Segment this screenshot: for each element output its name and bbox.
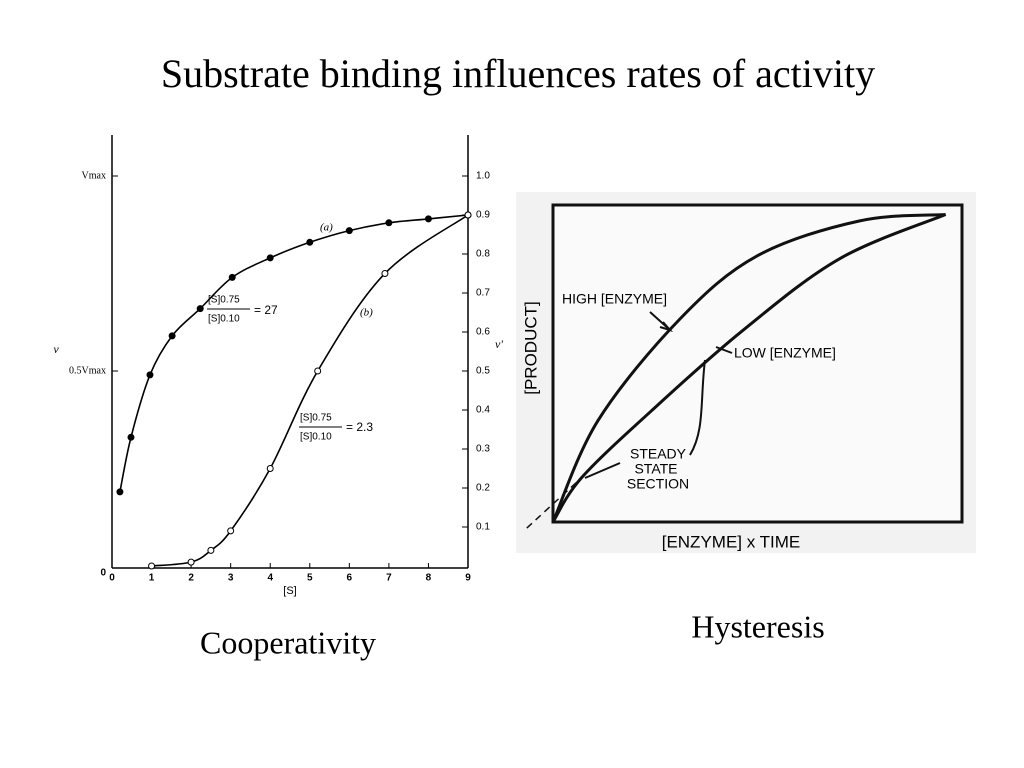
- annotation: SECTION: [627, 476, 689, 492]
- slide-title: Substrate binding influences rates of ac…: [161, 51, 875, 96]
- x-tick-label: 5: [307, 573, 313, 584]
- y-tick-label: 0.5: [476, 366, 490, 377]
- x-tick-label: 8: [426, 573, 432, 584]
- cooperativity-chart: [S] v v' (a) (b) [S]0.75 [S]0.10 = 27 [S…: [53, 135, 503, 597]
- data-point: [196, 305, 204, 313]
- annotation: STEADY: [630, 446, 687, 462]
- x-tick-label: 4: [267, 573, 273, 584]
- caption: Cooperativity: [200, 624, 376, 660]
- data-point: [266, 254, 274, 262]
- x-tick-label: 6: [347, 573, 353, 584]
- y-tick-label: 0.8: [476, 249, 490, 260]
- x-tick-label: 7: [386, 573, 392, 584]
- data-point: [314, 367, 322, 375]
- y-tick-label: 0.9: [476, 210, 490, 221]
- ratio-numerator: [S]0.75: [208, 295, 240, 306]
- arrow: [715, 346, 733, 354]
- y2-axis-label: v': [495, 337, 503, 351]
- y-tick-label: 0.2: [476, 483, 490, 494]
- series-label: (b): [360, 307, 373, 319]
- series-label: (a): [320, 222, 333, 234]
- data-point: [228, 273, 236, 281]
- curve: [119, 214, 469, 493]
- y-tick-label: 0.6: [476, 327, 490, 338]
- data-point: [227, 527, 235, 535]
- y-axis-label: [PRODUCT]: [521, 301, 540, 395]
- data-point: [385, 219, 393, 227]
- origin-label: 0: [100, 568, 106, 579]
- y-tick-label: 0.5Vmax: [69, 365, 106, 376]
- curve: [526, 477, 583, 529]
- y-tick-label: 0.4: [476, 405, 490, 416]
- x-tick-label: 3: [228, 573, 234, 584]
- y-tick-label: Vmax: [82, 170, 106, 181]
- data-point: [207, 546, 215, 554]
- data-point: [187, 558, 195, 566]
- curve: [551, 213, 947, 523]
- data-point: [148, 562, 156, 570]
- arrow: [584, 462, 621, 479]
- y-tick-label: 0.7: [476, 288, 490, 299]
- series-label: LOW [ENZYME]: [734, 345, 836, 361]
- data-point: [266, 465, 274, 472]
- caption: Hysteresis: [691, 608, 824, 644]
- x-tick-label: 2: [188, 573, 194, 584]
- x-axis-label: [S]: [283, 585, 296, 597]
- data-point: [464, 211, 472, 219]
- y-tick-label: 1.0: [476, 171, 490, 182]
- x-tick-label: 0: [109, 573, 115, 584]
- y-axis-label: v: [53, 342, 59, 356]
- ratio-numerator: [S]0.75: [300, 413, 332, 424]
- data-point: [127, 433, 135, 441]
- data-point: [345, 227, 353, 235]
- ratio-result: = 27: [254, 303, 278, 317]
- x-tick-label: 9: [465, 573, 471, 584]
- y-tick-label: 0.1: [476, 522, 490, 533]
- hysteresis-chart: [PRODUCT] [ENZYME] x TIME HIGH [ENZYME] …: [516, 192, 976, 553]
- series-label: HIGH [ENZYME]: [562, 291, 667, 307]
- data-point: [146, 371, 154, 379]
- data-point: [424, 215, 432, 223]
- plot-frame: [551, 203, 964, 524]
- y-tick-label: 0.3: [476, 444, 490, 455]
- curve: [551, 213, 946, 523]
- annotation: STATE: [634, 461, 677, 477]
- data-point: [381, 270, 389, 277]
- data-point: [168, 332, 176, 340]
- ratio-result: = 2.3: [346, 420, 373, 434]
- x-tick-label: 1: [149, 573, 155, 584]
- data-point: [116, 488, 124, 496]
- ratio-denominator: [S]0.10: [208, 314, 240, 325]
- x-axis-label: [ENZYME] x TIME: [662, 532, 801, 551]
- ratio-denominator: [S]0.10: [300, 432, 332, 443]
- curve: [151, 214, 469, 567]
- data-point: [306, 238, 314, 246]
- arrow: [689, 359, 706, 456]
